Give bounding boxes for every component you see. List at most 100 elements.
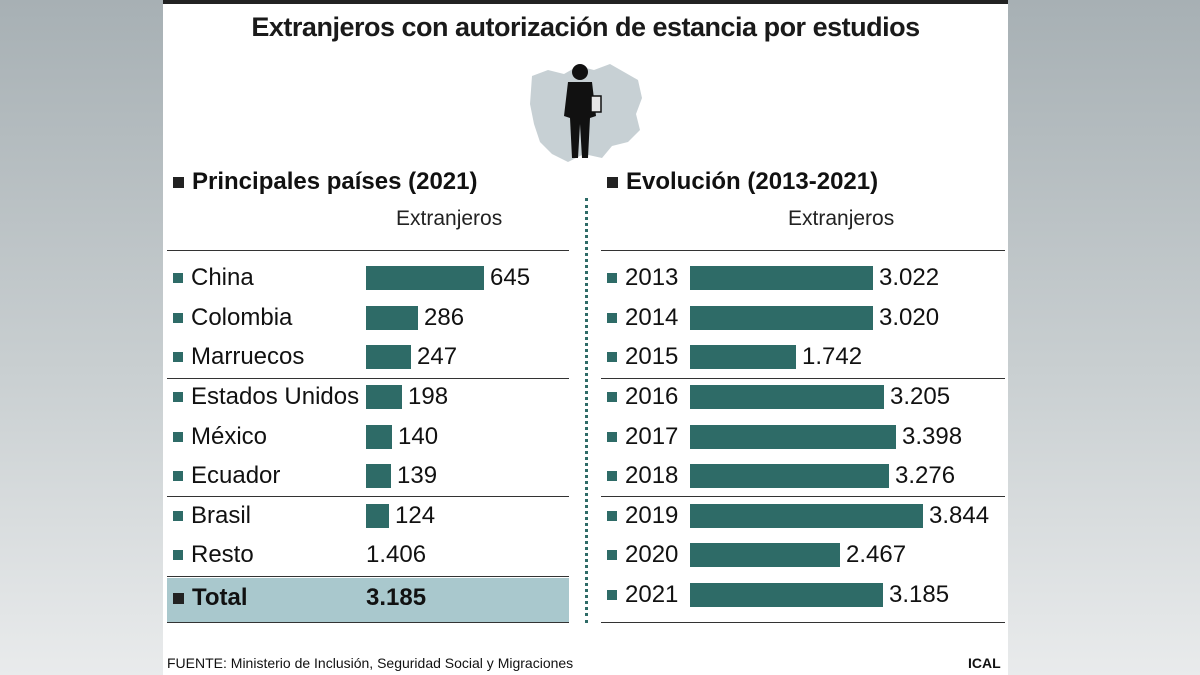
- category-label-text: 2020: [625, 541, 679, 568]
- category-label: 2020: [607, 541, 678, 569]
- category-label-text: 2019: [625, 502, 679, 529]
- bullet-square-icon: [173, 273, 183, 283]
- category-label-text: China: [191, 264, 254, 291]
- category-label-text: México: [191, 423, 268, 450]
- category-label-text: 2021: [625, 581, 679, 608]
- bullet-square-icon: [607, 590, 617, 600]
- category-label-text: Brasil: [191, 502, 252, 529]
- right-rule: [601, 622, 1005, 623]
- bar: [690, 385, 884, 409]
- bullet-square-icon: [173, 550, 183, 560]
- category-label-text: 2014: [625, 304, 679, 331]
- left-rule: [167, 496, 569, 497]
- total-value: 3.185: [366, 584, 427, 611]
- category-label-text: Marruecos: [191, 343, 305, 370]
- bullet-square-icon: [173, 471, 183, 481]
- category-label-text: 2015: [625, 343, 679, 370]
- data-label: 3.276: [895, 462, 956, 489]
- heading-square-icon: [607, 176, 618, 188]
- category-label: Resto: [173, 541, 254, 569]
- total-row-background: [167, 578, 569, 622]
- total-label-text: Total: [192, 584, 248, 611]
- total-label: Total: [173, 584, 248, 612]
- bar: [366, 266, 484, 290]
- category-label: 2019: [607, 502, 678, 530]
- category-label-text: Resto: [191, 541, 254, 568]
- student-silhouette-on-map-icon: [530, 64, 642, 162]
- panel-divider: [585, 198, 588, 623]
- category-label: 2013: [607, 264, 678, 292]
- data-label: 3.844: [929, 502, 990, 529]
- bar: [366, 345, 411, 369]
- bullet-square-icon: [173, 313, 183, 323]
- bullet-square-icon: [607, 511, 617, 521]
- category-label: Estados Unidos: [173, 383, 359, 411]
- data-label: 3.022: [879, 264, 940, 291]
- data-label: 198: [408, 383, 449, 410]
- data-label: 286: [424, 304, 465, 331]
- bar: [690, 543, 840, 567]
- bar: [366, 385, 402, 409]
- category-label-text: 2016: [625, 383, 679, 410]
- bar: [690, 345, 796, 369]
- top-rule: [163, 0, 1008, 4]
- data-label: 3.020: [879, 304, 940, 331]
- data-label: 139: [397, 462, 438, 489]
- bullet-square-icon: [173, 511, 183, 521]
- left-subheading: Extranjeros: [396, 207, 503, 230]
- category-label-text: Estados Unidos: [191, 383, 360, 410]
- bar: [366, 425, 392, 449]
- bar: [690, 425, 896, 449]
- category-label: 2015: [607, 343, 678, 371]
- category-label: Ecuador: [173, 462, 280, 490]
- bar: [366, 306, 418, 330]
- category-label: China: [173, 264, 254, 292]
- bullet-square-icon: [607, 392, 617, 402]
- category-label-text: Colombia: [191, 304, 293, 331]
- right-heading: Evolución (2013-2021): [607, 168, 878, 196]
- bar: [690, 504, 923, 528]
- category-label: 2017: [607, 423, 678, 451]
- right-subheading: Extranjeros: [788, 207, 895, 230]
- bullet-square-icon: [607, 432, 617, 442]
- category-label-text: 2018: [625, 462, 679, 489]
- right-heading-text: Evolución (2013-2021): [626, 168, 879, 195]
- left-heading: Principales países (2021): [173, 168, 478, 196]
- data-label: 140: [398, 423, 439, 450]
- category-label-text: 2013: [625, 264, 679, 291]
- data-label: 1.742: [802, 343, 863, 370]
- bullet-square-icon: [173, 352, 183, 362]
- bullet-square-icon: [607, 273, 617, 283]
- bullet-square-icon: [607, 471, 617, 481]
- category-label: Marruecos: [173, 343, 304, 371]
- bullet-square-icon: [607, 550, 617, 560]
- data-label: 645: [490, 264, 531, 291]
- bullet-square-icon: [607, 352, 617, 362]
- bar: [690, 583, 883, 607]
- data-label: 247: [417, 343, 458, 370]
- data-label: 3.398: [902, 423, 963, 450]
- bar: [366, 504, 389, 528]
- total-square-icon: [173, 592, 184, 604]
- left-rule: [167, 250, 569, 251]
- right-rule: [601, 378, 1005, 379]
- student-figure: [564, 64, 602, 158]
- right-rule: [601, 250, 1005, 251]
- chart-title: Extranjeros con autorización de estancia…: [251, 12, 920, 42]
- right-rule: [601, 496, 1005, 497]
- bullet-square-icon: [173, 432, 183, 442]
- heading-square-icon: [173, 176, 184, 188]
- data-label: 124: [395, 502, 436, 529]
- category-label: Brasil: [173, 502, 251, 530]
- data-label: 2.467: [846, 541, 907, 568]
- category-label: México: [173, 423, 267, 451]
- category-label: Colombia: [173, 304, 292, 332]
- bullet-square-icon: [607, 313, 617, 323]
- bar: [690, 464, 889, 488]
- category-label: 2014: [607, 304, 678, 332]
- footer-credit: ICAL: [968, 655, 1001, 671]
- left-rule: [167, 378, 569, 379]
- bar: [690, 266, 873, 290]
- category-label: 2021: [607, 581, 678, 609]
- left-heading-text: Principales países (2021): [192, 168, 478, 195]
